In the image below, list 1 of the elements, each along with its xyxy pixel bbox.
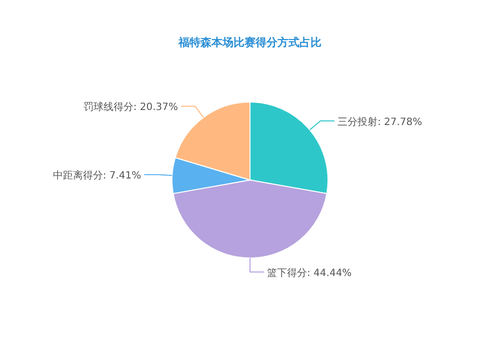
chart-title: 福特森本场比赛得分方式占比 <box>178 36 322 49</box>
